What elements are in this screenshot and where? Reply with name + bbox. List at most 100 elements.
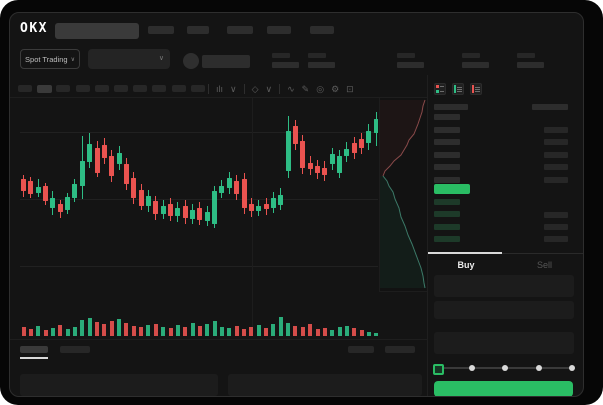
candle	[373, 119, 378, 133]
order-total-field[interactable]	[434, 332, 574, 354]
tab-buy[interactable]: Buy	[457, 260, 475, 270]
volume-bar	[330, 330, 335, 336]
ticker-stat-label	[517, 53, 535, 58]
ask-amount-placeholder	[544, 177, 568, 183]
candle	[234, 181, 240, 194]
candle	[219, 186, 225, 193]
ask-amount-placeholder	[544, 139, 568, 145]
bottom-action-button[interactable]	[348, 346, 374, 353]
last-price-indicator[interactable]	[434, 184, 470, 194]
timeframe-button[interactable]	[172, 85, 186, 92]
candle	[21, 179, 26, 191]
search-input[interactable]	[55, 23, 139, 39]
bid-price-placeholder[interactable]	[434, 236, 460, 242]
timeframe-button[interactable]	[191, 85, 205, 92]
nav-item[interactable]	[267, 26, 291, 34]
ask-price-placeholder[interactable]	[434, 114, 460, 120]
candle	[307, 163, 313, 169]
tab-sell[interactable]: Sell	[536, 260, 552, 270]
ticker-stat-value	[397, 62, 424, 68]
orderbook-bids-view-icon[interactable]	[452, 83, 464, 95]
candle	[256, 206, 262, 211]
chevron-down-icon[interactable]: ∨	[265, 83, 273, 94]
orderbook-combined-view-icon[interactable]	[434, 83, 446, 95]
timeframe-button-active[interactable]	[37, 85, 52, 93]
amount-slider[interactable]	[430, 362, 580, 375]
timeframe-button[interactable]	[133, 85, 147, 92]
order-amount-field[interactable]	[434, 301, 574, 319]
timeframe-button[interactable]	[95, 85, 109, 92]
ticker-stat-value	[308, 62, 335, 68]
bottom-tab-active[interactable]	[20, 346, 48, 353]
candle	[263, 204, 269, 209]
orderbook-asks-view-icon[interactable]	[470, 83, 482, 95]
volume-bar	[242, 329, 246, 336]
slider-stop[interactable]	[502, 365, 508, 371]
ticker-stat-value	[462, 62, 489, 68]
ticker-stat-value	[517, 62, 544, 68]
line-type-icon[interactable]: ∿	[287, 83, 295, 94]
volume-bar	[315, 329, 320, 336]
candle	[292, 126, 298, 144]
timeframe-button[interactable]	[152, 85, 166, 92]
timeframe-button[interactable]	[114, 85, 128, 92]
pair-selector-dropdown[interactable]: ∨	[88, 49, 170, 69]
chevron-down-icon: ∨	[158, 55, 164, 62]
slider-stop[interactable]	[468, 365, 475, 371]
orderbook-amount-header	[532, 104, 568, 110]
volume-bar	[21, 327, 26, 336]
volume-bar	[146, 325, 151, 336]
timeframe-button[interactable]	[18, 85, 32, 92]
candle	[160, 206, 166, 214]
bid-price-placeholder[interactable]	[434, 211, 460, 217]
candle	[138, 190, 144, 206]
depth-ask-area	[380, 100, 425, 176]
timeframe-button[interactable]	[76, 85, 90, 92]
candle	[212, 191, 218, 224]
indicators-icon[interactable]: ılı	[216, 83, 224, 94]
gridline	[252, 98, 253, 334]
slider-stop[interactable]	[535, 365, 542, 371]
volume-bar	[293, 326, 298, 336]
ask-amount-placeholder	[544, 164, 568, 170]
nav-item[interactable]	[310, 26, 334, 34]
ask-price-placeholder[interactable]	[434, 127, 460, 133]
candle	[57, 204, 63, 212]
pair-name-placeholder[interactable]	[202, 55, 250, 68]
candle	[182, 206, 188, 218]
chevron-down-icon[interactable]: ∨	[230, 83, 237, 94]
chart-style-icon[interactable]: ◇	[251, 83, 259, 94]
bid-price-placeholder[interactable]	[434, 199, 460, 205]
bottom-action-button[interactable]	[385, 346, 415, 353]
nav-item[interactable]	[227, 26, 253, 34]
candlestick-chart[interactable]	[20, 98, 378, 338]
volume-bar	[50, 328, 55, 336]
volume-bar	[352, 328, 357, 336]
slider-stop[interactable]	[569, 365, 575, 371]
market-type-selector[interactable]: Spot Trading ∨	[20, 49, 80, 69]
draw-tool-icon[interactable]: ✎	[301, 83, 310, 94]
order-price-field[interactable]	[434, 275, 574, 297]
timeframe-button[interactable]	[56, 85, 70, 92]
nav-item[interactable]	[187, 26, 209, 34]
volume-bar	[65, 329, 70, 336]
chart-settings-icon[interactable]: ⚙	[331, 83, 340, 94]
bid-amount-placeholder	[544, 236, 568, 242]
fullscreen-icon[interactable]: ⊡	[346, 83, 354, 94]
ask-price-placeholder[interactable]	[434, 139, 460, 145]
nav-item[interactable]	[148, 26, 174, 34]
slider-stop[interactable]	[433, 364, 444, 375]
bottom-tab[interactable]	[60, 346, 90, 353]
ask-price-placeholder[interactable]	[434, 164, 460, 170]
ask-amount-placeholder	[544, 152, 568, 158]
chart-toolbar: ılı ∨ ◇ ∨ ∿ ✎ ◎ ⚙ ⊡	[208, 81, 354, 96]
ask-price-placeholder[interactable]	[434, 152, 460, 158]
screenshot-icon[interactable]: ◎	[316, 83, 325, 94]
buy-submit-button[interactable]	[434, 381, 573, 396]
volume-bar	[271, 324, 276, 336]
okx-logo[interactable]: OKX	[20, 21, 48, 36]
bid-price-placeholder[interactable]	[434, 224, 460, 230]
volume-bar	[139, 327, 144, 336]
ask-price-placeholder[interactable]	[434, 177, 460, 183]
